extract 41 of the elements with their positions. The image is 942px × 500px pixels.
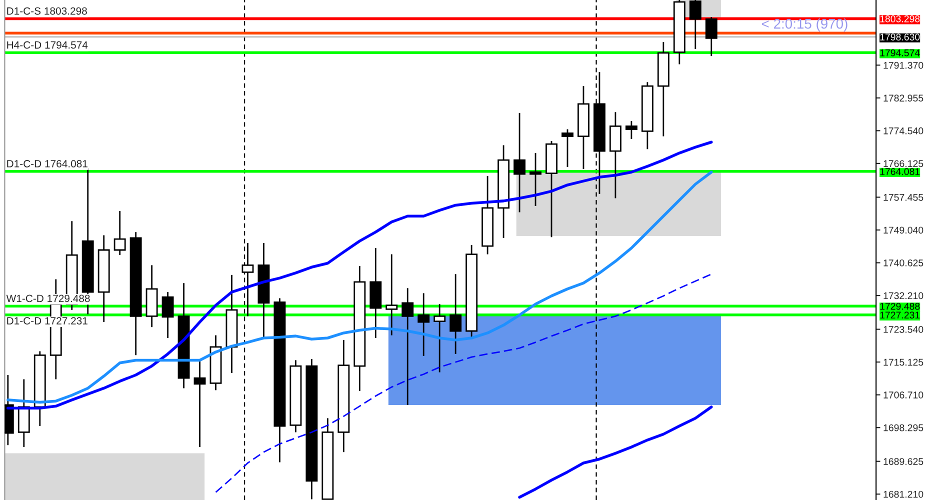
y-tick-label: 1782.955 bbox=[884, 94, 924, 102]
y-tick-label: 1749.040 bbox=[884, 226, 924, 234]
text: < 2:0:15 (970) bbox=[762, 18, 848, 32]
ref-line-label: W1-C-D 1729.488 bbox=[6, 294, 90, 302]
y-tick-label: 1723.540 bbox=[884, 326, 924, 333]
y-tick-label: 1757.455 bbox=[884, 194, 924, 201]
candlestick bbox=[530, 152, 542, 207]
candlestick bbox=[450, 273, 462, 355]
line-series bbox=[518, 406, 713, 499]
text: 1727.231 bbox=[880, 312, 920, 319]
ref-line-label: D1-C-D 1764.081 bbox=[7, 160, 88, 168]
y-tick-label: 1706.710 bbox=[884, 392, 924, 398]
text: 1798.630 bbox=[880, 34, 920, 40]
y-tick-label: 1689.625 bbox=[884, 458, 924, 465]
candlestick bbox=[402, 287, 414, 406]
ref-line-label: H4-C-D 1794.574 bbox=[7, 41, 88, 49]
ref-line-label: D1-C-S 1803.298 bbox=[7, 7, 87, 15]
candlestick bbox=[562, 128, 574, 168]
candlestick bbox=[625, 120, 638, 140]
y-tick-label: 1766.125 bbox=[884, 160, 924, 168]
candlestick bbox=[114, 210, 126, 256]
y-tick-label: 1774.540 bbox=[884, 127, 924, 134]
text: 1803.298 bbox=[880, 15, 920, 22]
candlestick bbox=[386, 254, 398, 336]
candlestick bbox=[705, 16, 718, 57]
y-tick-label: 1732.210 bbox=[884, 292, 924, 300]
y-tick-label: 1791.370 bbox=[884, 62, 924, 69]
y-tick-label: 1740.625 bbox=[884, 259, 924, 266]
y-tick-label: 1681.210 bbox=[884, 490, 924, 498]
text: 1729.488 bbox=[880, 302, 920, 310]
candlestick bbox=[689, 0, 702, 50]
text: 1794.574 bbox=[880, 49, 920, 56]
ref-line-label: D1-C-D 1727.231 bbox=[7, 317, 88, 325]
y-tick-label: 1698.295 bbox=[884, 424, 924, 432]
text: 1764.081 bbox=[880, 168, 920, 176]
candlestick bbox=[162, 291, 174, 339]
candlestick bbox=[418, 292, 430, 357]
candlestick bbox=[514, 112, 526, 213]
line-series bbox=[215, 273, 712, 493]
y-tick-label: 1715.125 bbox=[884, 358, 924, 366]
candlestick bbox=[434, 303, 446, 373]
